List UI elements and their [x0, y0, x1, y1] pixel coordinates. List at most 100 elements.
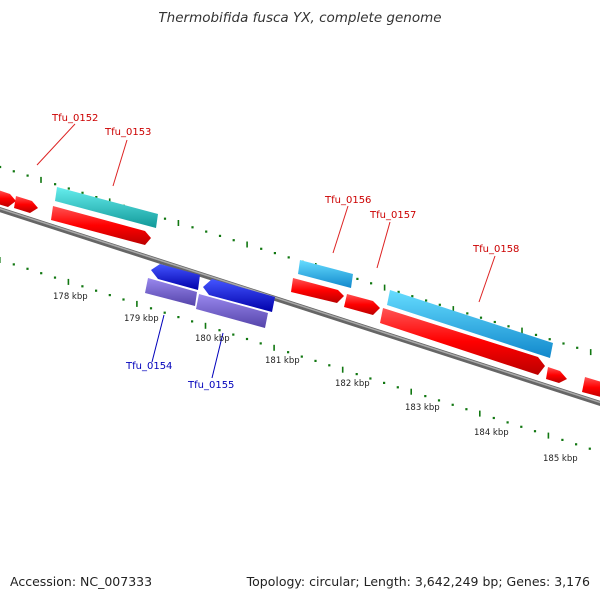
rna-bar-tfu0156[interactable] — [298, 260, 353, 288]
inner-track-minor-tick — [26, 267, 29, 270]
inner-track-minor-tick — [506, 421, 509, 424]
inner-track-minor-tick — [396, 386, 399, 389]
outer-track-minor-tick — [576, 346, 579, 349]
inner-track-minor-tick — [81, 285, 84, 288]
inner-track-minor-tick — [40, 272, 43, 275]
gene-arrow-tfu0154[interactable] — [151, 264, 200, 290]
outer-track-minor-tick — [95, 196, 98, 199]
gene-label-tfu0156[interactable]: Tfu_0156 — [324, 195, 371, 206]
rna-bar-tfu0155[interactable] — [196, 294, 268, 328]
map-title: Thermobifida fusca YX, complete genome — [158, 10, 442, 26]
inner-track-minor-tick — [300, 355, 303, 358]
inner-track-minor-tick — [314, 359, 317, 362]
gene-arrow-partial-right[interactable] — [582, 377, 600, 398]
rna-bar-tfu0154[interactable] — [145, 278, 197, 306]
outer-track-minor-tick — [493, 320, 496, 324]
outer-track-minor-tick — [548, 338, 551, 341]
scale-label-183: 183 kbp — [405, 403, 440, 413]
inner-track-minor-tick — [355, 373, 358, 376]
gene-label-tfu0153[interactable]: Tfu_0153 — [104, 127, 151, 138]
inner-track-minor-tick — [122, 298, 125, 301]
gene-label-tfu0158[interactable]: Tfu_0158 — [472, 244, 519, 255]
genome-summary-label: Topology: circular; Length: 3,642,249 bp… — [246, 574, 590, 589]
gene-arrow-small[interactable] — [546, 367, 567, 383]
outer-track-minor-tick — [562, 342, 565, 345]
inner-track-minor-tick — [218, 329, 221, 332]
outer-track-minor-tick — [397, 290, 400, 293]
leader-line-tfu0153 — [112, 139, 128, 187]
outer-track-minor-tick — [26, 174, 29, 177]
scale-label-181: 181 kbp — [265, 356, 300, 366]
outer-track-minor-tick — [81, 191, 84, 194]
outer-track-major-tick — [452, 306, 455, 313]
gene-arrow-partial-left[interactable] — [0, 190, 16, 207]
outer-track-minor-tick — [0, 165, 2, 169]
accession-label: Accession: NC_007333 — [10, 574, 153, 589]
inner-track-minor-tick — [163, 311, 166, 314]
outer-track-minor-tick — [438, 303, 441, 306]
inner-track-minor-tick — [12, 263, 15, 266]
gene-label-tfu0157[interactable]: Tfu_0157 — [369, 210, 416, 221]
genome-backbone — [0, 206, 600, 407]
gene-label-tfu0155[interactable]: Tfu_0155 — [187, 380, 234, 391]
leader-line-tfu0156 — [332, 205, 349, 254]
leader-line-tfu0154 — [151, 314, 165, 363]
outer-track-minor-tick — [370, 282, 373, 285]
gene-label-layer: Tfu_0152 Tfu_0153 Tfu_0154 Tfu_0155 Tfu_… — [36, 113, 519, 391]
inner-tick-track — [0, 257, 591, 450]
inner-track-minor-tick — [588, 447, 591, 450]
inner-track-minor-tick — [424, 395, 427, 398]
gene-arrow-tfu0156[interactable] — [291, 278, 344, 303]
scale-label-179: 179 kbp — [124, 314, 159, 324]
gene-arrow-tfu0152[interactable] — [14, 196, 38, 213]
inner-track-major-tick — [0, 257, 1, 263]
outer-track-major-tick — [40, 176, 42, 183]
rna-bar-tfu0153[interactable] — [55, 187, 158, 228]
inner-track-minor-tick — [245, 337, 249, 341]
outer-track-minor-tick — [356, 277, 359, 280]
leader-line-tfu0155 — [211, 332, 224, 379]
outer-track-minor-tick — [260, 247, 263, 250]
scale-label-178: 178 kbp — [53, 292, 88, 302]
gene-arrow-tfu0153[interactable] — [51, 206, 151, 245]
outer-track-minor-tick — [205, 230, 208, 233]
inner-track-major-tick — [410, 388, 412, 395]
inner-track-minor-tick — [520, 425, 523, 428]
inner-track-minor-tick — [369, 377, 372, 380]
inner-track-minor-tick — [328, 364, 331, 367]
gene-label-tfu0152[interactable]: Tfu_0152 — [51, 113, 98, 124]
outer-track-minor-tick — [218, 234, 222, 237]
inner-track-minor-tick — [575, 443, 578, 446]
inner-track-major-tick — [341, 366, 344, 373]
inner-track-minor-tick — [232, 333, 235, 336]
inner-track-minor-tick — [451, 403, 454, 406]
outer-track-minor-tick — [54, 183, 57, 186]
outer-track-major-tick — [521, 327, 523, 334]
outer-track-minor-tick — [534, 333, 538, 336]
gene-arrow-tfu0155[interactable] — [203, 279, 275, 312]
outer-track-minor-tick — [507, 325, 510, 328]
scale-label-layer: 178 kbp 179 kbp 180 kbp 181 kbp 182 kbp … — [53, 292, 578, 464]
feature-layer — [0, 187, 600, 398]
genome-backbone-highlight — [0, 207, 600, 404]
inner-track-minor-tick — [561, 438, 564, 441]
inner-track-minor-tick — [191, 320, 194, 323]
inner-track-minor-tick — [383, 381, 386, 384]
gene-arrow-tfu0157[interactable] — [344, 294, 380, 315]
rna-bar-tfu0158[interactable] — [387, 290, 553, 358]
outer-track-minor-tick — [411, 295, 414, 298]
outer-track-minor-tick — [163, 217, 167, 220]
outer-track-major-tick — [383, 284, 386, 291]
outer-track-major-tick — [177, 220, 180, 226]
inner-track-minor-tick — [95, 289, 98, 292]
outer-track-minor-tick — [191, 226, 194, 229]
outer-track-minor-tick — [479, 316, 483, 319]
gene-label-tfu0154[interactable]: Tfu_0154 — [125, 361, 172, 372]
gene-arrow-tfu0158[interactable] — [380, 308, 545, 375]
scale-label-182: 182 kbp — [335, 379, 370, 389]
scale-label-185: 185 kbp — [543, 454, 578, 464]
outer-track-major-tick — [246, 241, 248, 248]
scale-label-184: 184 kbp — [474, 428, 509, 438]
